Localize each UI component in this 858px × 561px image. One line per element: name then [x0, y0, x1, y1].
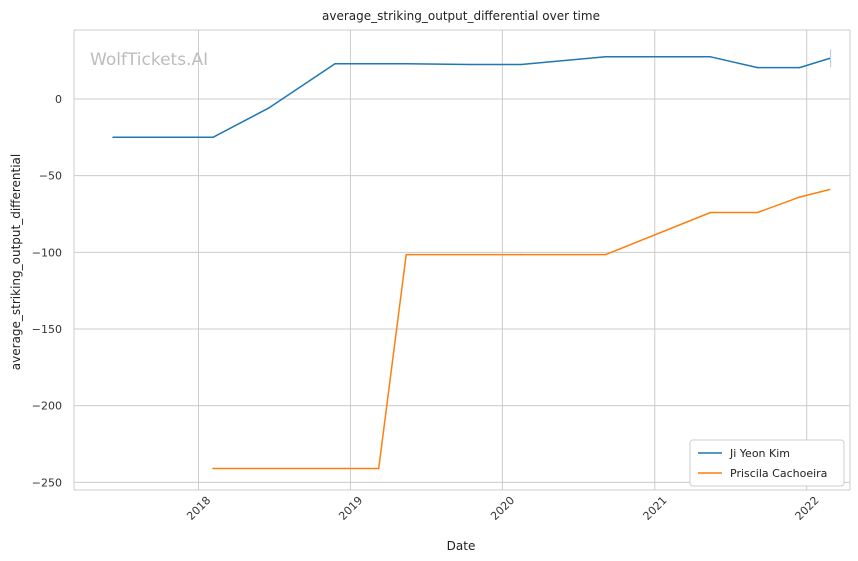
data-point-priscila-cachoeira	[604, 253, 607, 256]
plot-area-frame	[73, 29, 851, 491]
data-point-priscila-cachoeira	[377, 467, 380, 470]
data-point-priscila-cachoeira	[709, 211, 712, 214]
data-point-ji-yeon-kim	[112, 136, 114, 139]
y-tick-label: −100	[32, 246, 62, 259]
y-tick-label: −250	[32, 476, 62, 489]
data-point-ji-yeon-kim	[756, 66, 759, 69]
data-point-ji-yeon-kim	[334, 62, 336, 65]
legend-label-priscila-cachoeira: Priscila Cachoeira	[730, 467, 827, 480]
y-axis-title: average_striking_output_differential	[9, 154, 23, 370]
x-axis-title: Date	[447, 539, 476, 553]
data-point-priscila-cachoeira	[405, 253, 408, 256]
series-line-ji-yeon-kim	[113, 56, 830, 139]
legend-box	[689, 439, 845, 487]
data-point-ji-yeon-kim	[267, 107, 270, 109]
legend: Ji Yeon Kim Priscila Cachoeira	[689, 439, 845, 487]
data-point-priscila-cachoeira	[756, 211, 759, 214]
data-point-ji-yeon-kim	[828, 57, 831, 60]
y-tick-label: −200	[32, 400, 62, 413]
data-point-priscila-cachoeira	[520, 253, 522, 256]
data-point-ji-yeon-kim	[709, 56, 712, 58]
data-point-ji-yeon-kim	[798, 66, 801, 69]
data-point-ji-yeon-kim	[405, 62, 408, 65]
watermark-text: WolfTickets.AI	[90, 50, 208, 70]
y-tick-labels: 0 −50 −100 −150 −200 −250	[32, 93, 62, 489]
y-tick-label: 0	[55, 93, 62, 106]
data-point-priscila-cachoeira	[828, 188, 831, 191]
data-point-ji-yeon-kim	[604, 56, 607, 58]
data-point-priscila-cachoeira	[212, 467, 214, 470]
x-gridlines	[197, 30, 808, 490]
y-tick-label: −50	[39, 170, 62, 183]
data-point-ji-yeon-kim	[469, 63, 471, 66]
chart-title: average_striking_output_differential ove…	[322, 9, 600, 23]
legend-label-ji-yeon-kim: Ji Yeon Kim	[729, 447, 790, 460]
series-layer	[112, 49, 832, 470]
data-point-priscila-cachoeira	[798, 196, 801, 198]
data-point-ji-yeon-kim	[212, 136, 214, 139]
data-point-ji-yeon-kim	[520, 63, 522, 66]
y-tick-label: −150	[32, 323, 62, 336]
